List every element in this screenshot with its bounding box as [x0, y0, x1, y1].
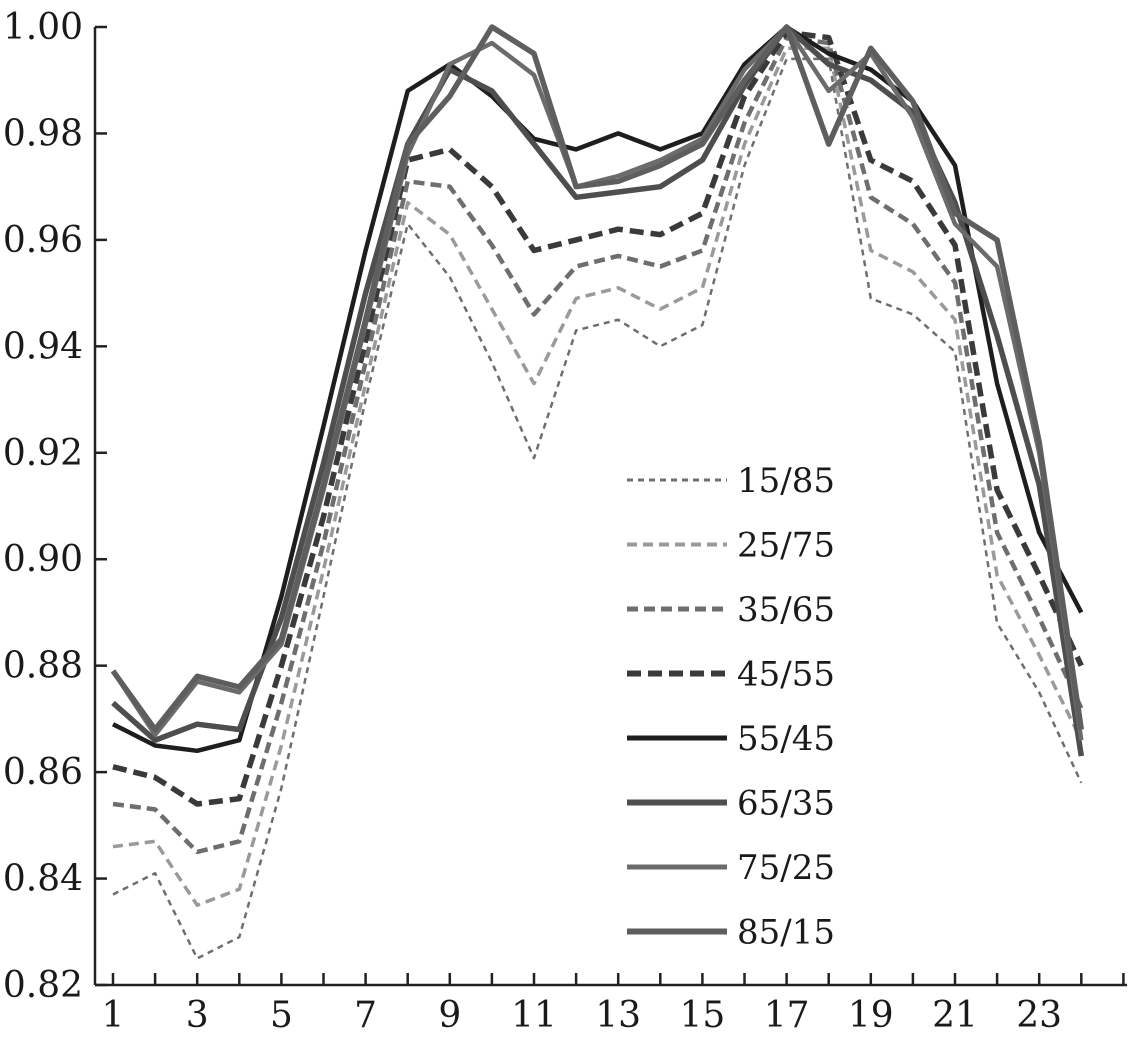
- legend-label: 25/75: [737, 526, 835, 566]
- series-line-85-15: [110, 24, 1085, 733]
- y-tick-label: 0.82: [3, 965, 83, 1006]
- x-tick-label: 15: [679, 995, 725, 1036]
- y-tick-label: 0.92: [3, 433, 83, 474]
- legend-label: 15/85: [737, 461, 835, 501]
- x-tick-label: 17: [764, 995, 810, 1036]
- x-tick-label: 11: [511, 995, 557, 1036]
- series-line-25-75: [112, 46, 1083, 907]
- x-tick-label: 7: [354, 995, 377, 1036]
- legend-label: 45/55: [737, 655, 835, 695]
- y-tick-label: 1.00: [3, 7, 83, 48]
- y-tick-label: 0.96: [3, 220, 83, 261]
- x-axis-ticks: 1 3 5 7 9 11 13 15 17 19 21 23: [102, 973, 1125, 1036]
- legend-label: 55/45: [737, 719, 835, 759]
- x-tick-label: 5: [270, 995, 293, 1036]
- y-tick-label: 0.90: [3, 539, 83, 580]
- legend-label: 85/15: [737, 913, 835, 953]
- series-lines: [110, 24, 1085, 960]
- legend: 15/85 25/75 35/65 45/55 55/45 65/35 75/25 85/15: [627, 461, 835, 953]
- series-line-15-85: [112, 57, 1083, 960]
- x-tick-label: 3: [186, 995, 209, 1036]
- y-tick-label: 0.84: [3, 859, 83, 900]
- series-line-35-65: [112, 35, 1084, 855]
- y-tick-label: 0.94: [3, 326, 83, 367]
- y-tick-label: 0.88: [3, 646, 83, 687]
- legend-label: 65/35: [737, 784, 835, 824]
- y-tick-label: 0.98: [3, 113, 83, 154]
- legend-label: 35/65: [737, 590, 835, 630]
- x-tick-label: 1: [102, 995, 125, 1036]
- axes: [93, 27, 1127, 987]
- y-tick-label: 0.86: [3, 752, 83, 793]
- x-tick-label: 21: [932, 995, 978, 1036]
- y-axis-ticks: 0.82 0.84 0.86 0.88 0.90 0.92 0.94 0.96 0.98 1.00: [3, 7, 107, 1006]
- series-line-55-45: [111, 24, 1084, 754]
- x-tick-label: 23: [1016, 995, 1062, 1036]
- x-tick-label: 13: [595, 995, 641, 1036]
- legend-label: 75/25: [737, 848, 835, 888]
- x-tick-label: 19: [848, 995, 894, 1036]
- series-line-45-55: [112, 29, 1084, 807]
- x-tick-label: 9: [438, 995, 461, 1036]
